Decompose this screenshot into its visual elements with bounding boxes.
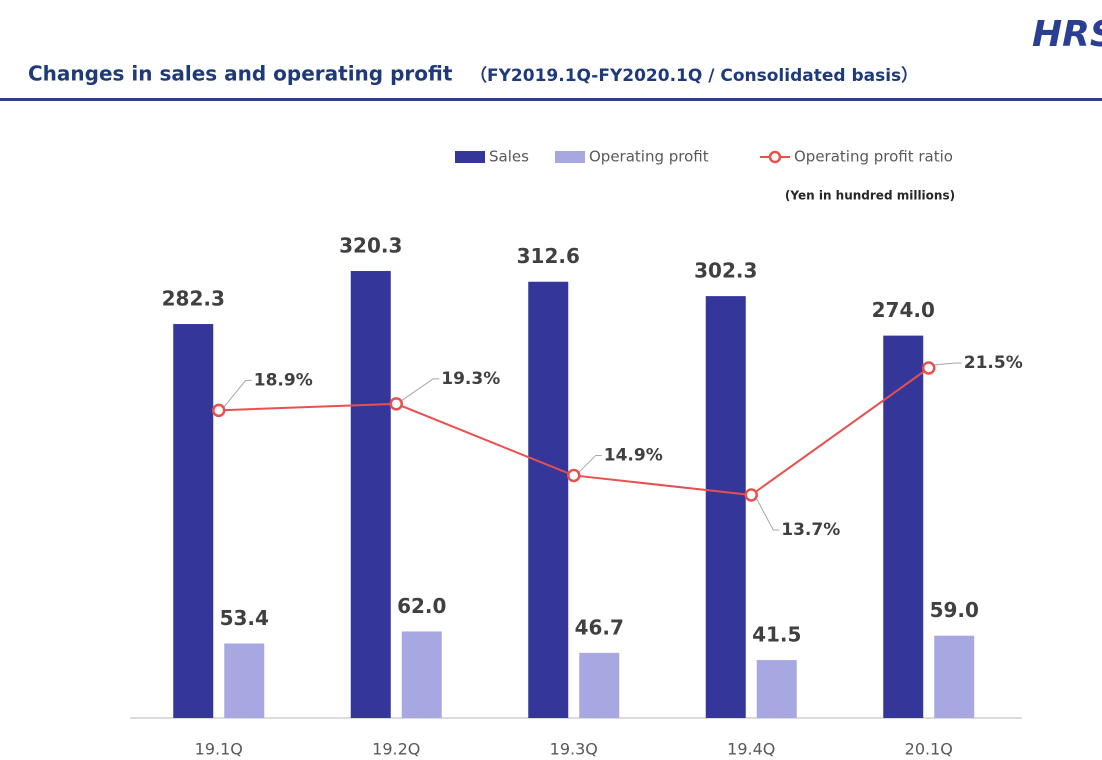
value-label: 53.4 (220, 606, 269, 630)
legend-label: Operating profit (589, 148, 709, 166)
x-tick-label: 19.3Q (550, 740, 598, 759)
ratio-label: 14.9% (604, 445, 663, 465)
legend-swatch (555, 151, 585, 163)
value-label: 41.5 (752, 623, 801, 647)
value-label: 282.3 (162, 287, 225, 311)
legend-label: Operating profit ratio (794, 148, 953, 166)
value-label: 46.7 (575, 615, 624, 639)
bar (173, 324, 214, 718)
value-label: 62.0 (397, 594, 446, 618)
bar (579, 652, 620, 718)
x-tick-label: 19.4Q (727, 740, 775, 759)
bar (350, 271, 391, 718)
ratio-point (744, 488, 758, 502)
bar (705, 296, 746, 718)
logo: HRS (1032, 14, 1102, 55)
ratio-label: 13.7% (781, 520, 840, 540)
legend-swatch (455, 151, 485, 163)
x-tick-label: 19.1Q (195, 740, 243, 759)
ratio-label: 18.9% (254, 370, 313, 390)
value-label: 274.0 (872, 298, 935, 322)
bar (883, 335, 924, 718)
bar (756, 660, 797, 718)
ratio-label: 19.3% (441, 369, 500, 389)
x-tick-label: 20.1Q (905, 740, 953, 759)
leader-line (933, 362, 962, 366)
value-label: 320.3 (339, 234, 402, 258)
ratio-point (922, 361, 936, 375)
title: Changes in sales and operating profit (28, 62, 453, 86)
legend-swatch (768, 150, 782, 164)
x-tick-label: 19.2Q (372, 740, 420, 759)
ratio-label: 21.5% (964, 353, 1023, 373)
bar (401, 631, 442, 718)
unit-note: (Yen in hundred millions) (785, 189, 955, 203)
ratio-point (567, 468, 581, 483)
bar (528, 281, 569, 718)
leader-line (400, 378, 440, 402)
leader-line (223, 379, 252, 408)
leader-line (578, 454, 602, 473)
value-label: 312.6 (517, 244, 580, 268)
legend-label: Sales (489, 148, 529, 166)
leader-line (755, 497, 780, 531)
subtitle: （FY2019.1Q-FY2020.1Q / Consolidated basi… (470, 65, 918, 86)
value-label: 302.3 (694, 259, 757, 283)
bar (934, 635, 975, 718)
bar (224, 643, 265, 718)
ratio-point (389, 397, 403, 411)
ratio-point (212, 403, 226, 418)
title-rule (0, 98, 1102, 101)
value-label: 59.0 (930, 598, 979, 622)
